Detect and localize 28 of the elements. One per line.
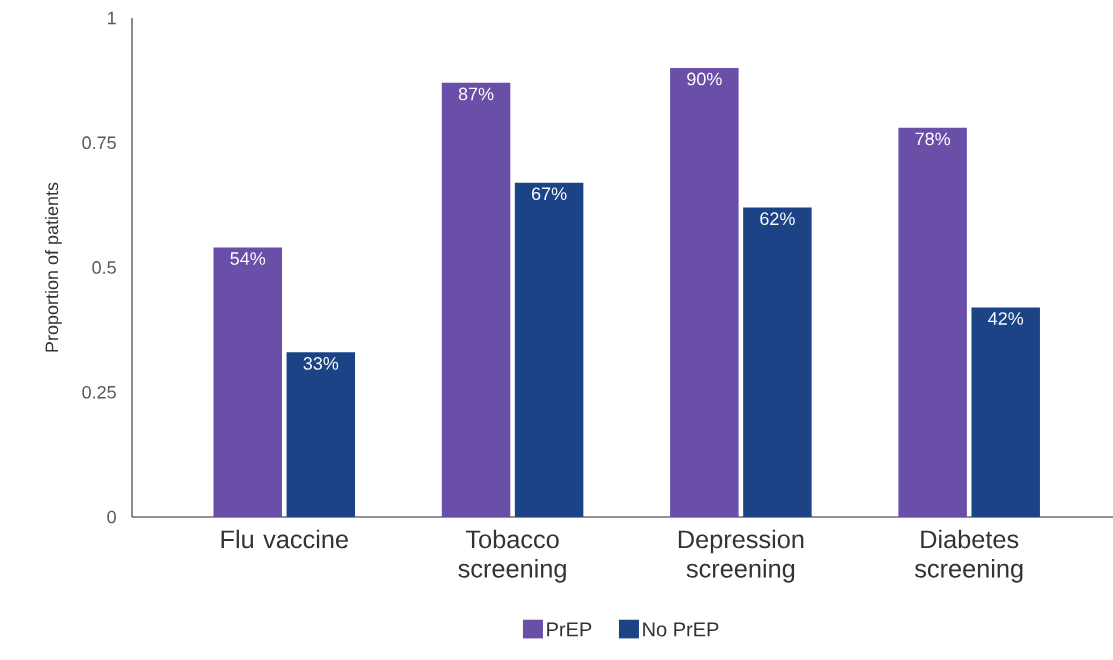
data-label: 87% xyxy=(458,87,494,101)
y-tick-label: 0 xyxy=(107,510,116,524)
bar xyxy=(213,247,282,517)
data-label: 62% xyxy=(760,212,795,226)
data-label: 90% xyxy=(687,72,722,86)
data-label: 78% xyxy=(915,132,951,146)
data-label: 33% xyxy=(303,357,339,370)
x-tick-label: Flu vaccine xyxy=(221,529,348,549)
bar xyxy=(286,352,356,517)
bar xyxy=(514,182,584,517)
x-tick-label: Tobacco screening xyxy=(458,529,566,583)
data-label: 54% xyxy=(230,252,266,265)
data-label: 67% xyxy=(532,187,567,201)
y-tick-label: 0.25 xyxy=(82,385,116,399)
bar xyxy=(441,82,511,517)
legend-label: No PrEP xyxy=(643,622,719,637)
y-axis-title: Proportion of patients xyxy=(44,182,62,352)
bar xyxy=(743,207,812,517)
bar xyxy=(898,127,967,517)
legend-label: PrEP xyxy=(547,622,592,637)
bar xyxy=(670,67,739,517)
x-tick-label: Depression screening xyxy=(678,529,804,583)
y-tick-label: 0.75 xyxy=(82,136,116,150)
y-tick-label: 1 xyxy=(107,11,116,25)
data-label: 42% xyxy=(988,312,1024,325)
y-tick-label: 0.5 xyxy=(92,261,116,274)
bar xyxy=(971,307,1040,517)
x-tick-label: Diabetes screening xyxy=(914,529,1023,583)
